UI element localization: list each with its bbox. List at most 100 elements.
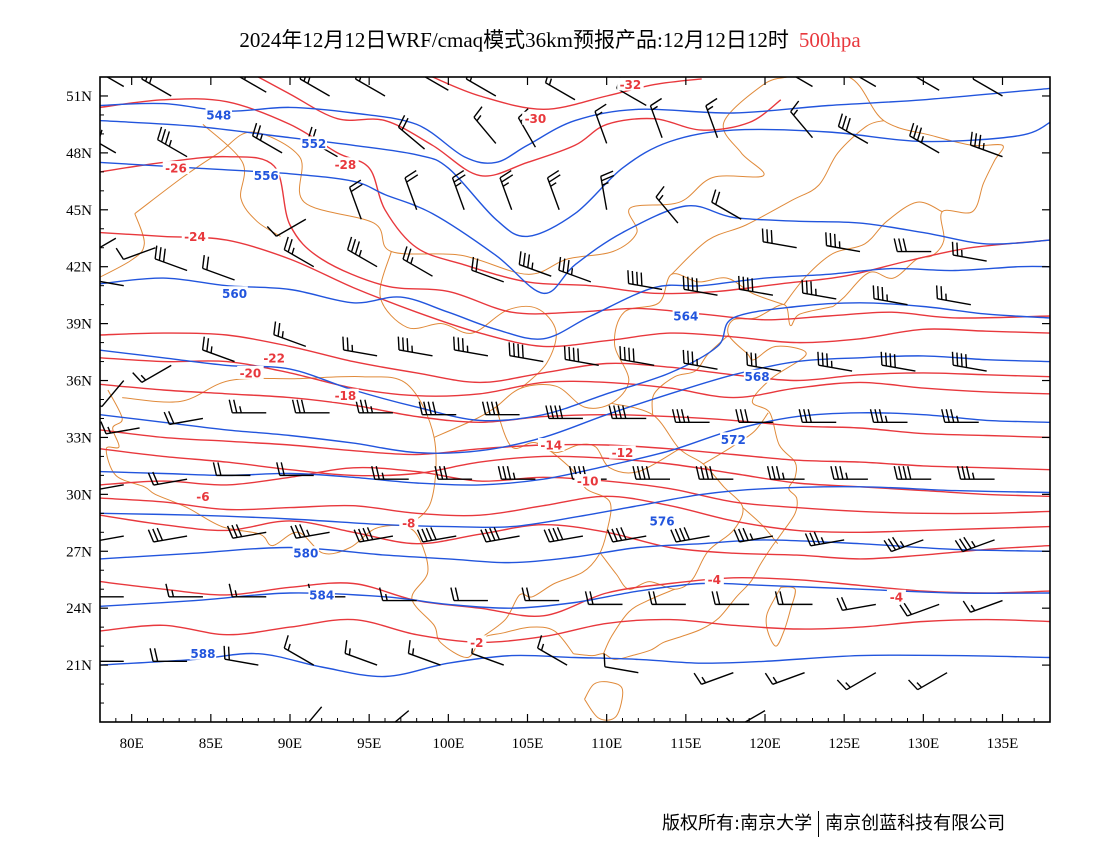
wind-barb (836, 672, 877, 691)
wind-barb-staff (790, 111, 814, 139)
wind-barb-feather (94, 267, 95, 280)
wind-barb-feather (206, 256, 210, 270)
wind-barb-feather (974, 133, 978, 147)
wind-barb-staff (711, 201, 742, 220)
wind-barb-feather (100, 421, 107, 435)
wind-barb-feather (739, 409, 745, 423)
wind-barb-feather (427, 401, 432, 415)
wind-barb-staff (101, 380, 125, 408)
wind-barb-feather (869, 409, 875, 423)
wind-barb-feather (640, 272, 643, 286)
wind-barb-feather (691, 277, 694, 291)
wind-barb-staff (873, 298, 908, 306)
height-label-bg (253, 168, 280, 182)
wind-barb (648, 591, 686, 606)
wind-barb (693, 672, 734, 685)
temperature-contour-label: -30 (525, 112, 547, 126)
temperature-contour-layer (100, 77, 1050, 644)
wind-barb-feather (715, 591, 721, 605)
height-contour-label: 588 (190, 647, 215, 661)
height-label-bg (743, 369, 771, 383)
wind-barb-feather (963, 536, 972, 549)
boundary-province-5 (379, 251, 557, 389)
wind-barb (132, 364, 172, 383)
boundary-border-northeast (787, 77, 1004, 307)
wind-barb-feather (645, 466, 651, 480)
wind-barb-feather (226, 525, 234, 539)
wind-barb-feather (631, 270, 634, 285)
boundary-province-11 (671, 120, 884, 275)
wind-barb-staff (295, 531, 330, 539)
wind-barb-staff (100, 280, 124, 287)
wind-barb-half-feather (658, 194, 664, 201)
wind-barb-staff (972, 78, 1003, 97)
wind-barb-half-feather (455, 182, 462, 187)
wind-barb (584, 591, 623, 606)
wind-barb-feather (632, 466, 637, 480)
wind-barb-feather (961, 466, 966, 480)
height-contour-label: 580 (293, 547, 318, 561)
lat-tick-label: 48N (66, 146, 92, 162)
wind-barb-feather (452, 169, 465, 179)
wind-barb (450, 587, 488, 602)
wind-barb-feather (145, 77, 148, 82)
wind-barb-staff (398, 349, 433, 357)
wind-barb-feather (354, 241, 361, 255)
wind-barb-feather (912, 125, 919, 139)
wind-barb-feather (627, 270, 630, 284)
boundary-province-8 (603, 588, 675, 654)
wind-barb-staff (612, 535, 647, 543)
temperature-label-bg (574, 474, 601, 488)
wind-barb-staff (962, 539, 995, 553)
wind-barb (283, 635, 315, 666)
height-contour-548 (100, 87, 1050, 164)
wind-barb-feather (572, 347, 575, 362)
wind-barb-staff (308, 706, 323, 722)
wind-barb (465, 77, 497, 97)
wind-barb-feather (965, 354, 968, 368)
wind-barb-feather (486, 401, 491, 415)
wind-barb (619, 346, 655, 367)
wind-barb-feather (164, 131, 171, 145)
wind-barb-feather (545, 405, 550, 419)
wind-barb-feather (372, 724, 383, 732)
height-contour-label: 584 (309, 588, 334, 602)
wind-barb-feather (266, 226, 277, 237)
wind-barb (735, 409, 773, 423)
wind-barb-feather (619, 346, 622, 360)
wind-barb-feather (94, 128, 98, 141)
wind-barb-feather (77, 245, 86, 255)
pressure-level-label: 500hpa (798, 28, 861, 52)
wind-barb (606, 527, 647, 543)
wind-barb-feather (836, 679, 847, 691)
wind-barb (869, 409, 908, 423)
wind-barb (497, 466, 536, 480)
wind-barb (355, 399, 393, 414)
wind-barb-feather (620, 527, 627, 540)
wind-barb-feather (255, 125, 262, 139)
wind-barb-staff (153, 478, 188, 486)
height-contour-560 (100, 265, 1050, 340)
wind-barb-half-feather (381, 472, 385, 480)
wind-barb-feather (754, 353, 757, 367)
lon-tick-label: 85E (199, 736, 223, 752)
lat-tick-label: 51N (66, 89, 92, 105)
wind-barb (228, 583, 267, 598)
wind-barb (558, 256, 592, 283)
wind-barb (627, 270, 663, 291)
wind-barb-feather (898, 238, 903, 252)
wind-barb (899, 602, 940, 617)
wind-barb-feather (154, 245, 158, 259)
wind-barb-feather (611, 528, 618, 542)
wind-barb-staff (299, 78, 330, 97)
wind-barb (518, 251, 552, 277)
wind-barb-feather (421, 528, 428, 542)
wind-barb-feather (152, 528, 159, 542)
wind-barb-half-feather (701, 676, 707, 684)
wind-barb-staff (810, 539, 845, 547)
wind-barb-feather (296, 399, 301, 413)
height-label-bg (300, 136, 327, 150)
wind-barb-staff (838, 125, 869, 145)
wind-barb-feather (761, 228, 764, 242)
height-label-bg (648, 513, 676, 527)
